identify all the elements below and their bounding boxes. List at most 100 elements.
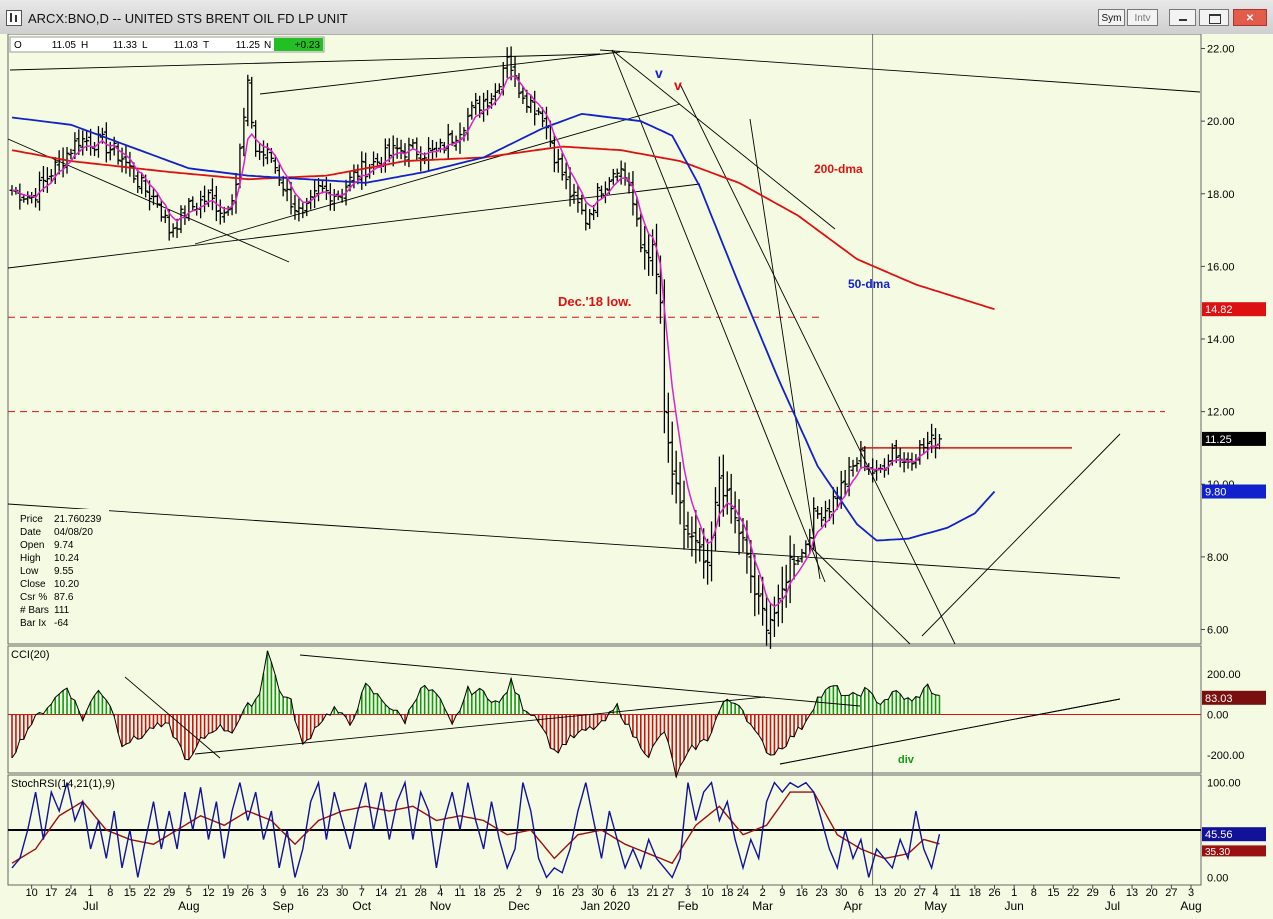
annotation-v-blue: v: [655, 65, 663, 81]
price-bar: [925, 431, 931, 460]
cci-tick-label: 0.00: [1207, 710, 1228, 722]
date-tick-label: 30: [591, 887, 603, 899]
quote-low-value: 11.03: [174, 40, 199, 51]
data-window-label: Csr %: [20, 592, 47, 603]
close-button[interactable]: ✕: [1233, 9, 1267, 26]
quote-open-label: O: [14, 40, 22, 51]
month-label: Aug: [178, 899, 199, 913]
price-tick-label: 16.00: [1207, 261, 1235, 273]
ma50-value-label: 9.80: [1205, 487, 1226, 499]
value-labels: 14.82 9.80 11.25 83.03 45.56 35.30: [1202, 302, 1266, 858]
price-bar: [430, 139, 436, 161]
price-bar: [933, 428, 939, 459]
trendline: [9, 53, 601, 71]
date-tick-label: 8: [1031, 887, 1037, 899]
price-bar: [567, 167, 573, 207]
price-bar: [374, 153, 380, 168]
price-bar: [842, 469, 848, 496]
chart-area[interactable]: O 11.05 H 11.33 L 11.03 T 11.25 N +0.23 …: [0, 34, 1273, 919]
trendline: [194, 103, 681, 245]
price-bar: [300, 202, 306, 219]
trendline: [611, 49, 836, 230]
trendline: [611, 49, 826, 583]
data-window-label: Date: [20, 527, 42, 538]
minimize-button[interactable]: [1169, 9, 1196, 26]
price-bar: [520, 86, 526, 105]
price-bar: [595, 183, 601, 218]
annotation-div: div: [898, 754, 915, 766]
price-bar: [245, 74, 251, 127]
price-tick-label: 8.00: [1207, 552, 1228, 564]
stoch-signal-label: 35.30: [1205, 847, 1230, 858]
data-window-label: Open: [20, 540, 44, 551]
price-bar: [162, 209, 168, 224]
price-bar: [371, 151, 377, 175]
price-bar: [673, 450, 679, 504]
price-bar: [642, 225, 648, 270]
quote-high-value: 11.33: [113, 40, 138, 51]
price-bar: [697, 527, 703, 562]
data-window-value: -64: [54, 618, 69, 629]
date-tick-label: 4: [437, 887, 443, 899]
price-bar: [508, 46, 514, 81]
stoch-title: StochRSI(14,21(1),9): [11, 778, 115, 790]
symbol-button[interactable]: Sym: [1098, 9, 1125, 26]
cci-line: [11, 650, 940, 779]
price-bar: [84, 131, 90, 151]
date-tick-label: 6: [858, 887, 864, 899]
price-bar: [685, 511, 691, 549]
trendline: [807, 543, 911, 645]
price-bar: [40, 166, 46, 193]
date-tick-label: 9: [280, 887, 286, 899]
price-bar: [536, 107, 542, 116]
price-bar: [406, 137, 412, 168]
price-bar: [398, 139, 404, 160]
quote-net-label: N: [264, 40, 271, 51]
date-tick-label: 2: [516, 887, 522, 899]
date-tick-label: 12: [202, 887, 214, 899]
price-bar: [528, 95, 534, 113]
price-bar: [225, 205, 231, 216]
price-bar: [414, 137, 420, 160]
price-bar: [190, 196, 196, 211]
price-bar: [689, 516, 695, 557]
price-bar: [618, 160, 624, 185]
price-bar: [787, 535, 793, 604]
cci-tick-label: -200.00: [1207, 750, 1244, 762]
date-tick-label: 23: [815, 887, 827, 899]
price-bar: [304, 197, 310, 217]
date-tick-label: 11: [949, 887, 960, 899]
price-bar: [705, 538, 711, 585]
price-bar: [107, 141, 113, 161]
date-tick-label: 3: [1188, 887, 1194, 899]
interval-button[interactable]: Intv: [1127, 9, 1158, 26]
maximize-button[interactable]: [1199, 9, 1229, 26]
annotation-200dma: 200-dma: [814, 162, 863, 176]
price-bar: [202, 185, 208, 213]
trendline: [921, 433, 1121, 637]
date-tick-label: 3: [685, 887, 691, 899]
quote-high-label: H: [81, 40, 88, 51]
price-bar: [819, 506, 825, 527]
cci-tick-label: 200.00: [1207, 669, 1241, 681]
price-tick-label: 14.00: [1207, 334, 1235, 346]
data-window-value: 10.24: [54, 553, 79, 564]
date-tick-label: 13: [627, 887, 639, 899]
price-bar: [48, 169, 54, 184]
quote-bar: O 11.05 H 11.33 L 11.03 T 11.25 N +0.23: [9, 36, 325, 53]
price-bar: [178, 205, 184, 234]
ma50-line: [11, 112, 996, 542]
data-window-value: 87.6: [54, 592, 74, 603]
price-bar: [186, 198, 192, 221]
date-tick-label: 18: [969, 887, 981, 899]
month-label: Dec: [508, 899, 529, 913]
price-bar: [583, 203, 589, 231]
title-bar[interactable]: ARCX:BNO,D -- UNITED STS BRENT OIL FD LP…: [0, 0, 1273, 35]
price-bar: [135, 169, 141, 193]
price-bar: [901, 452, 907, 473]
price-bar: [532, 90, 538, 126]
date-tick-label: 8: [107, 887, 113, 899]
data-window-value: 10.20: [54, 579, 79, 590]
quote-low-label: L: [142, 40, 148, 51]
date-tick-label: 22: [143, 887, 155, 899]
